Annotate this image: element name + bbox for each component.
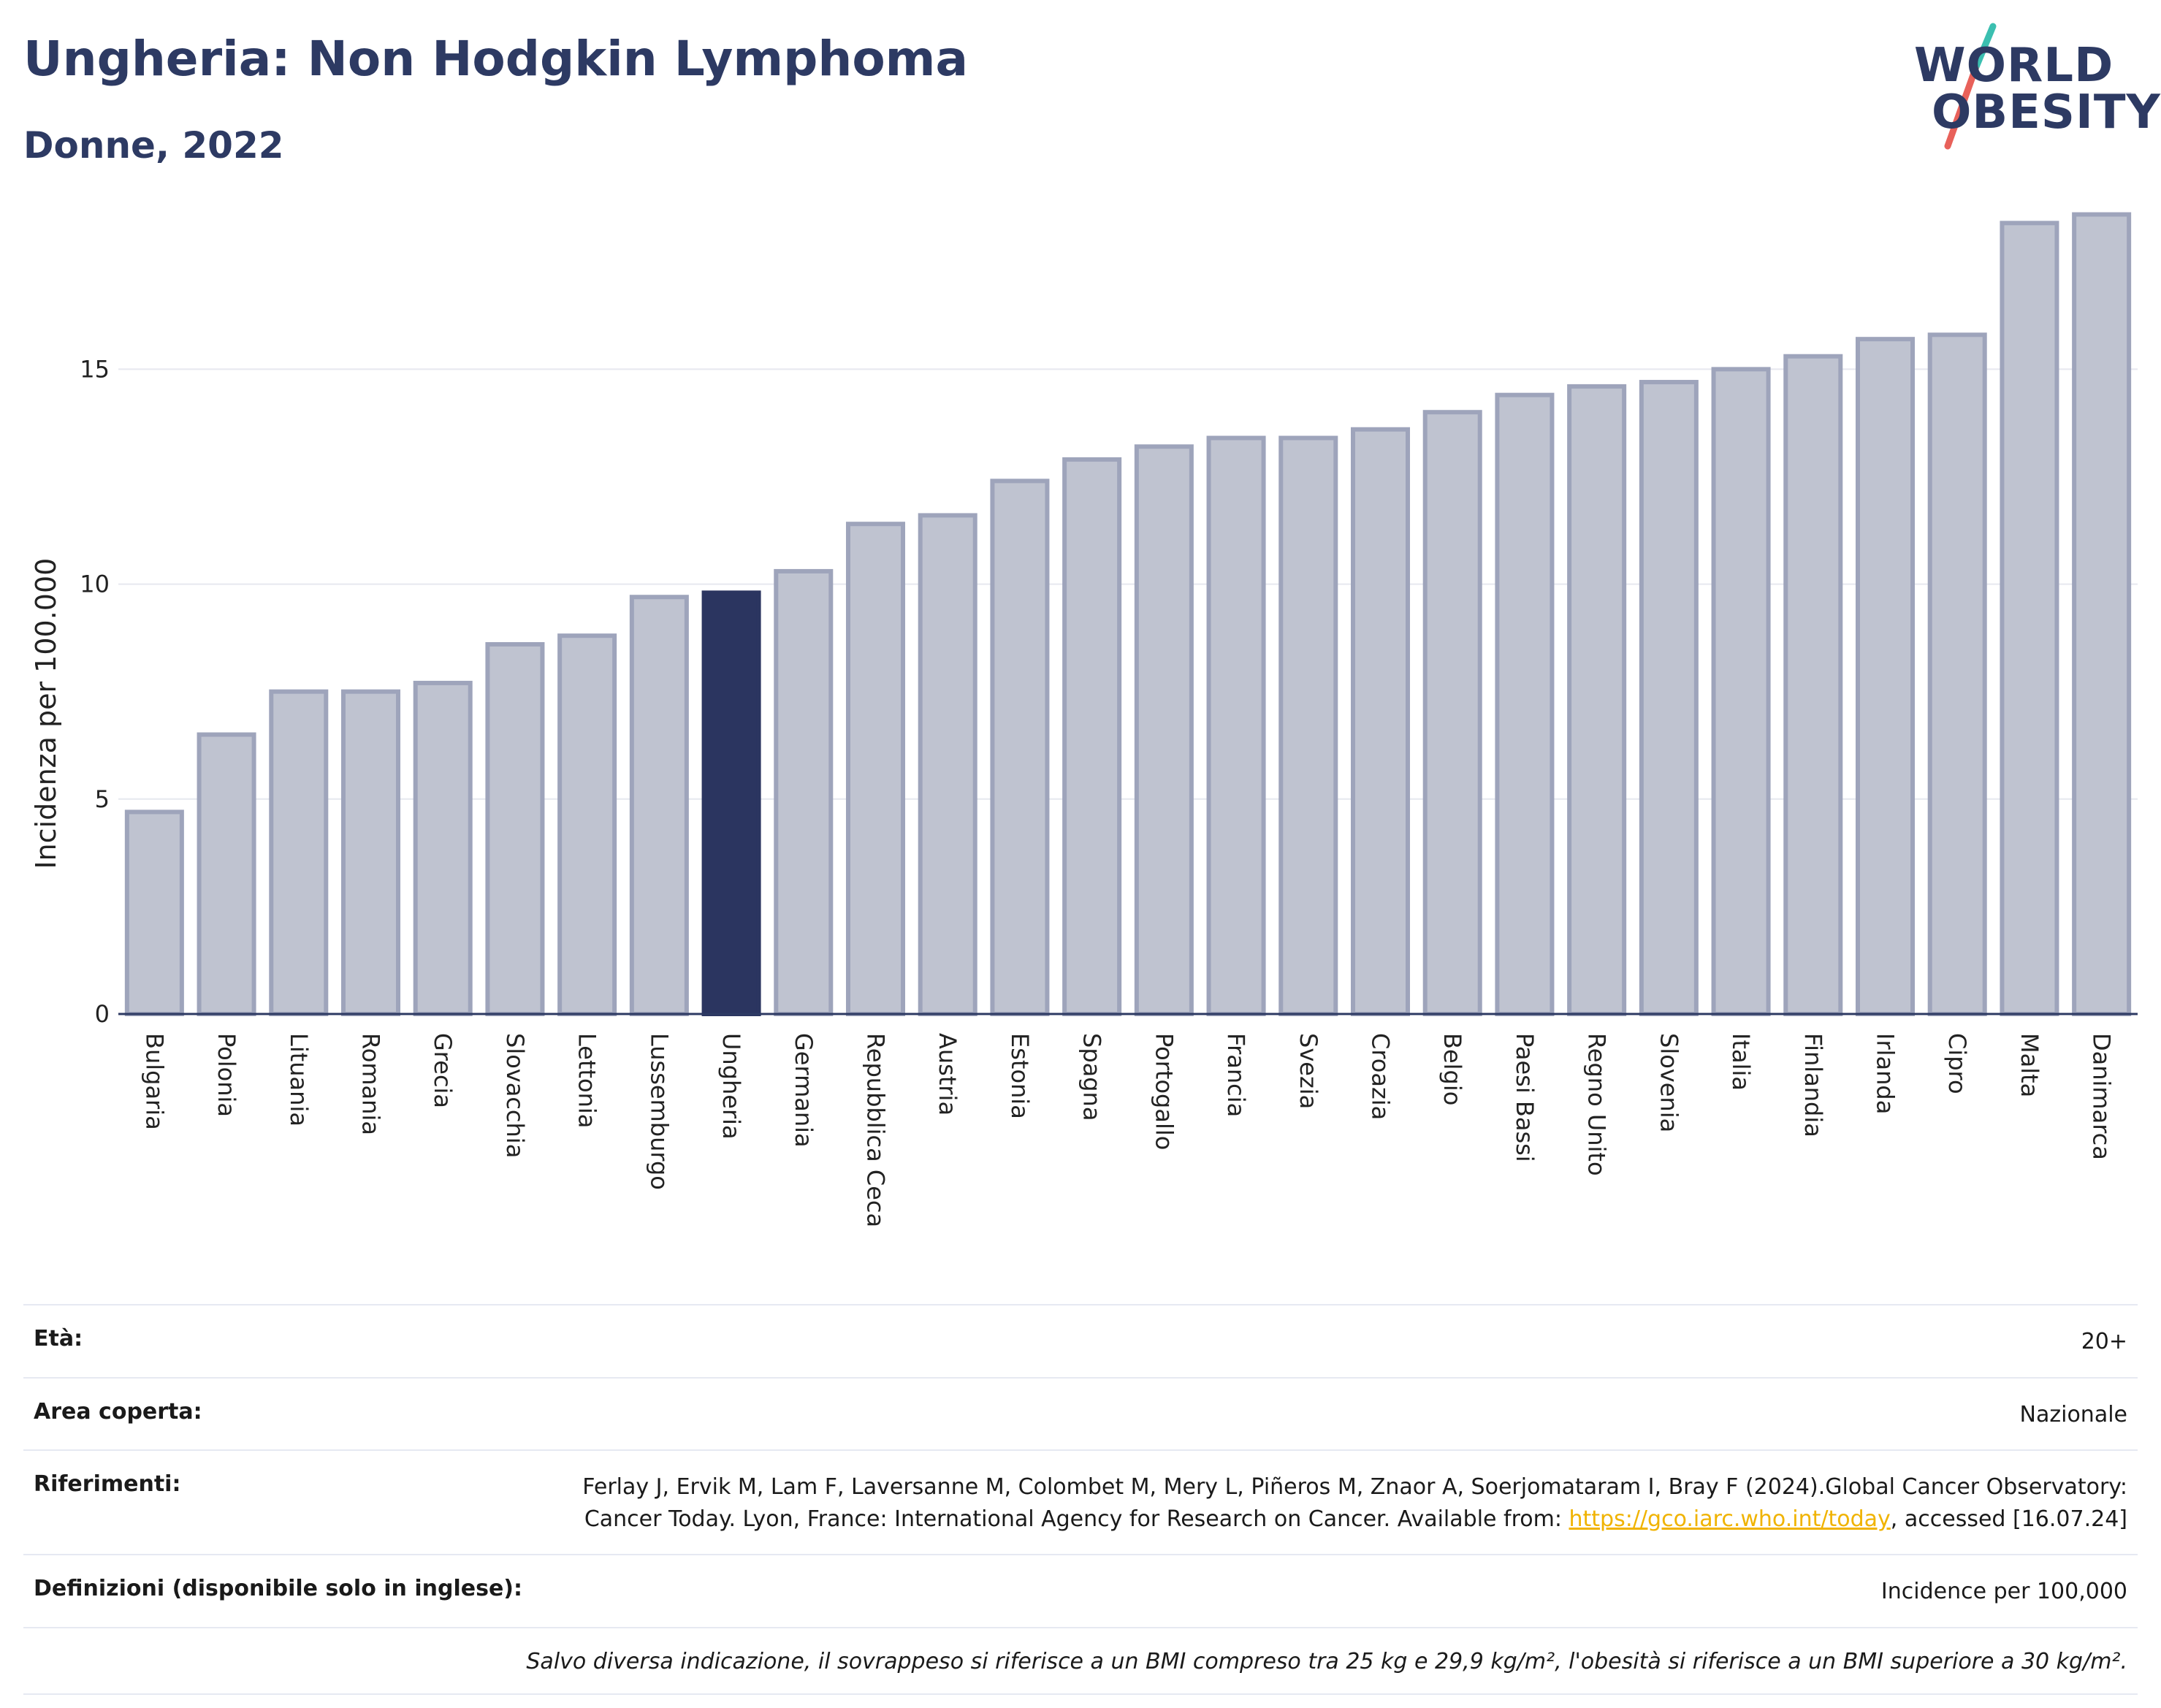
x-tick-label: Danimarca — [2088, 1033, 2116, 1160]
bar-cipro — [1927, 332, 1987, 1016]
bar-irlanda — [1855, 337, 1916, 1016]
x-tick-label: Germania — [790, 1033, 817, 1148]
x-tick-label: Polonia — [213, 1033, 240, 1117]
x-tick-label: Portogallo — [1150, 1033, 1178, 1150]
bar-chart: 0 5 10 15 Bulgaria Polonia Lituania Romania Gre… — [30, 212, 2138, 1227]
bar-belgio — [1422, 410, 1482, 1017]
x-tick-label: Spagna — [1078, 1033, 1106, 1121]
x-tick-label: Francia — [1222, 1033, 1250, 1117]
x-tick-label: Paesi Bassi — [1511, 1033, 1539, 1162]
x-tick-label: Lussemburgo — [645, 1033, 673, 1190]
bar-romania — [340, 689, 401, 1016]
bar-slovacchia — [485, 641, 545, 1016]
area-value: Nazionale — [2019, 1401, 2127, 1427]
references-link[interactable]: https://gco.iarc.who.int/today — [1569, 1506, 1891, 1532]
y-tick-label: 0 — [95, 1000, 110, 1028]
x-tick-label: Slovenia — [1655, 1033, 1682, 1132]
bar-svezia — [1278, 435, 1338, 1016]
x-tick-label: Ungheria — [717, 1033, 745, 1140]
info-row-references: Riferimenti: Ferlay J, Ervik M, Lam F, L… — [23, 1449, 2138, 1554]
bar-lituania — [269, 689, 329, 1016]
y-tick-label: 10 — [80, 571, 110, 598]
chart-subtitle: Donne, 2022 — [23, 124, 284, 167]
x-tick-label: Estonia — [1006, 1033, 1034, 1119]
logo-text-world: WORLD — [1914, 39, 2114, 93]
bars — [124, 212, 2132, 1017]
references-value: Ferlay J, Ervik M, Lam F, Laversanne M, … — [557, 1471, 2127, 1535]
x-tick-label: Lettonia — [573, 1033, 601, 1128]
x-tick-label: Irlanda — [1872, 1033, 1899, 1114]
references-accessed: , accessed [16.07.24] — [1890, 1506, 2127, 1532]
x-tick-label: Lituania — [285, 1033, 313, 1126]
bar-malta — [2000, 221, 2059, 1016]
y-tick-labels: 0 5 10 15 — [80, 355, 110, 1028]
area-label: Area coperta: — [34, 1398, 202, 1425]
x-tick-label: Italia — [1727, 1033, 1755, 1091]
bar-germania — [774, 568, 834, 1016]
y-tick-label: 5 — [95, 785, 110, 813]
definitions-value: Incidence per 100,000 — [1880, 1579, 2127, 1604]
bar-austria — [918, 513, 977, 1016]
bar-croazia — [1350, 427, 1411, 1016]
bar-italia — [1711, 367, 1771, 1017]
x-tick-label: Finlandia — [1799, 1033, 1827, 1137]
x-tick-label: Bulgaria — [140, 1033, 168, 1130]
references-text: Ferlay J, Ervik M, Lam F, Laversanne M, … — [582, 1474, 2127, 1532]
chart-title: Ungheria: Non Hodgkin Lymphoma — [23, 31, 968, 87]
bar-regno-unito — [1567, 384, 1627, 1016]
x-tick-label: Repubblica Ceca — [862, 1033, 890, 1227]
bar-polonia — [197, 732, 256, 1016]
x-tick-label: Austria — [934, 1033, 961, 1116]
bar-spagna — [1062, 457, 1122, 1016]
bar-bulgaria — [124, 809, 184, 1016]
bar-finlandia — [1783, 354, 1843, 1017]
x-tick-label: Croazia — [1367, 1033, 1395, 1120]
bar-estonia — [990, 479, 1050, 1016]
age-label: Età: — [34, 1326, 83, 1351]
x-tick-label: Slovacchia — [501, 1033, 529, 1158]
x-tick-label: Belgio — [1438, 1033, 1466, 1105]
x-tick-labels: Bulgaria Polonia Lituania Romania Grecia Slov… — [140, 1033, 2115, 1227]
bar-lettonia — [557, 633, 617, 1016]
bar-paesi-bassi — [1495, 392, 1555, 1016]
bmi-note: Salvo diversa indicazione, il sovrappeso… — [526, 1648, 2127, 1674]
info-table: Età: 20+ Area coperta: Nazionale Riferim… — [23, 1304, 2138, 1695]
x-tick-label: Grecia — [429, 1033, 457, 1108]
references-label: Riferimenti: — [34, 1471, 181, 1497]
bar-francia — [1206, 435, 1266, 1016]
x-tick-label: Cipro — [1943, 1033, 1971, 1094]
bar-grecia — [413, 680, 473, 1016]
bar-danimarca — [2072, 212, 2132, 1016]
bar-slovenia — [1639, 380, 1699, 1016]
x-tick-label: Malta — [2016, 1033, 2043, 1097]
definitions-label: Definizioni (disponibile solo in inglese… — [34, 1576, 522, 1601]
x-tick-label: Svezia — [1295, 1033, 1322, 1109]
x-tick-label: Regno Unito — [1583, 1033, 1611, 1176]
bar-ungheria — [701, 590, 761, 1016]
x-tick-label: Romania — [357, 1033, 385, 1135]
world-obesity-logo: WORLD OBESITY — [1899, 20, 2160, 152]
info-row-definitions: Definizioni (disponibile solo in inglese… — [23, 1554, 2138, 1627]
y-axis-label: Incidenza per 100.000 — [30, 558, 62, 869]
logo-slash-icon — [1944, 23, 1997, 150]
info-row-note: Salvo diversa indicazione, il sovrappeso… — [23, 1626, 2138, 1695]
bar-portogallo — [1134, 444, 1194, 1016]
age-value: 20+ — [2081, 1329, 2127, 1354]
bar-lussemburgo — [629, 595, 689, 1016]
info-row-age: Età: 20+ — [23, 1304, 2138, 1377]
info-row-area: Area coperta: Nazionale — [23, 1376, 2138, 1450]
bar-repubblica-ceca — [845, 522, 906, 1016]
y-tick-label: 15 — [80, 355, 110, 383]
logo-text-obesity: OBESITY — [1932, 85, 2161, 140]
